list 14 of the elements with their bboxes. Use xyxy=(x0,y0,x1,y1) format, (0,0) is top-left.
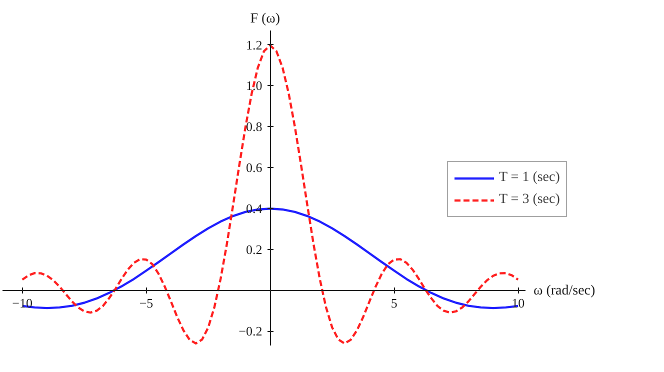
y-tick-label: 0.2 xyxy=(246,242,262,257)
legend-label: T = 3 (sec) xyxy=(499,192,560,208)
y-tick-label: −0.2 xyxy=(238,324,262,339)
legend-label: T = 1 (sec) xyxy=(499,170,560,186)
x-axis-title: ω (rad/sec) xyxy=(534,283,596,298)
y-tick-label: 1.0 xyxy=(246,78,262,94)
y-tick-label: 0.6 xyxy=(246,160,263,176)
x-tick-label: 10 xyxy=(512,295,525,310)
y-tick-label: 1.2 xyxy=(246,37,262,52)
x-tick-label: −10 xyxy=(12,295,33,310)
y-tick-label: 0.8 xyxy=(246,119,262,134)
x-tick-label: −5 xyxy=(139,295,154,310)
x-tick-label: 5 xyxy=(390,295,398,310)
y-axis-title: F (ω) xyxy=(250,12,280,26)
